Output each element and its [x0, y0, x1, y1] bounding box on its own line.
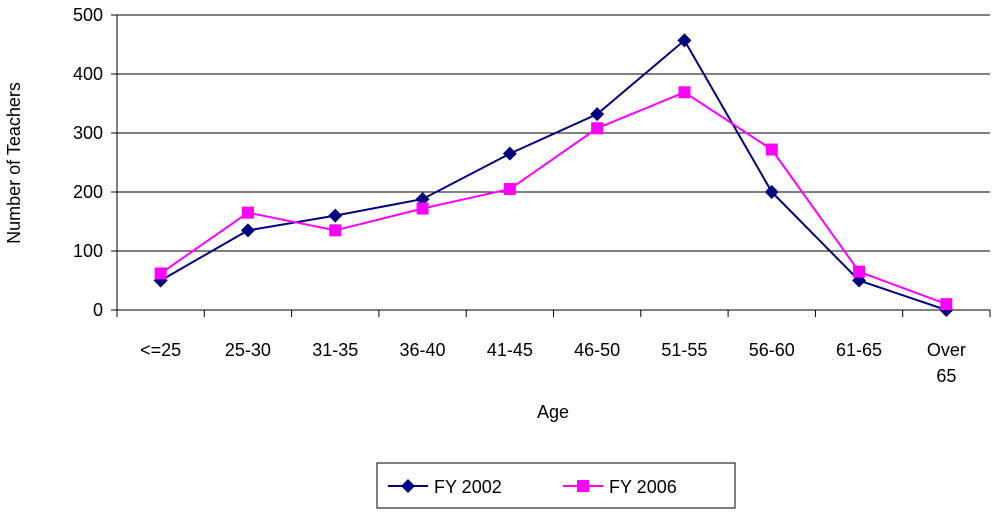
y-axis-title: Number of Teachers: [4, 82, 24, 244]
x-tick-label: 61-65: [836, 340, 883, 360]
y-tick-label: 300: [73, 123, 103, 143]
y-tick-label: 100: [73, 241, 103, 261]
y-tick-label: 0: [93, 300, 103, 320]
series-line: [160, 91, 947, 306]
x-tick-label: 25-30: [224, 340, 271, 360]
x-tick-label: 46-50: [574, 340, 621, 360]
data-point: [677, 33, 692, 48]
data-point: [853, 265, 866, 278]
x-tick-label: <=25: [140, 340, 182, 360]
data-point: [241, 206, 254, 219]
data-point: [328, 208, 343, 223]
data-point: [765, 143, 778, 156]
x-axis-title: Age: [537, 402, 569, 422]
legend-marker: [577, 480, 589, 492]
data-point: [503, 183, 516, 196]
legend-label: FY 2006: [609, 477, 677, 497]
y-tick-label: 200: [73, 182, 103, 202]
series-line: [160, 38, 947, 311]
x-tick-label: 51-55: [661, 340, 708, 360]
data-point: [240, 223, 255, 238]
data-point: [329, 224, 342, 237]
x-tick-label: 36-40: [399, 340, 446, 360]
legend-marker: [401, 479, 415, 493]
data-point: [678, 86, 691, 99]
x-tick-label: 31-35: [312, 340, 359, 360]
y-tick-label: 400: [73, 64, 103, 84]
data-point: [416, 202, 429, 215]
data-point: [154, 267, 167, 280]
data-point: [764, 185, 779, 199]
legend-box: [376, 462, 736, 509]
y-tick-label: 500: [73, 5, 103, 25]
data-point: [502, 146, 517, 161]
data-point: [940, 298, 953, 311]
x-tick-label: 41-45: [486, 340, 533, 360]
data-point: [590, 107, 605, 122]
legend-label: FY 2002: [434, 477, 502, 497]
x-tick-label: Over 65: [926, 340, 966, 386]
data-point: [591, 122, 604, 135]
x-tick-label: 56-60: [748, 340, 795, 360]
